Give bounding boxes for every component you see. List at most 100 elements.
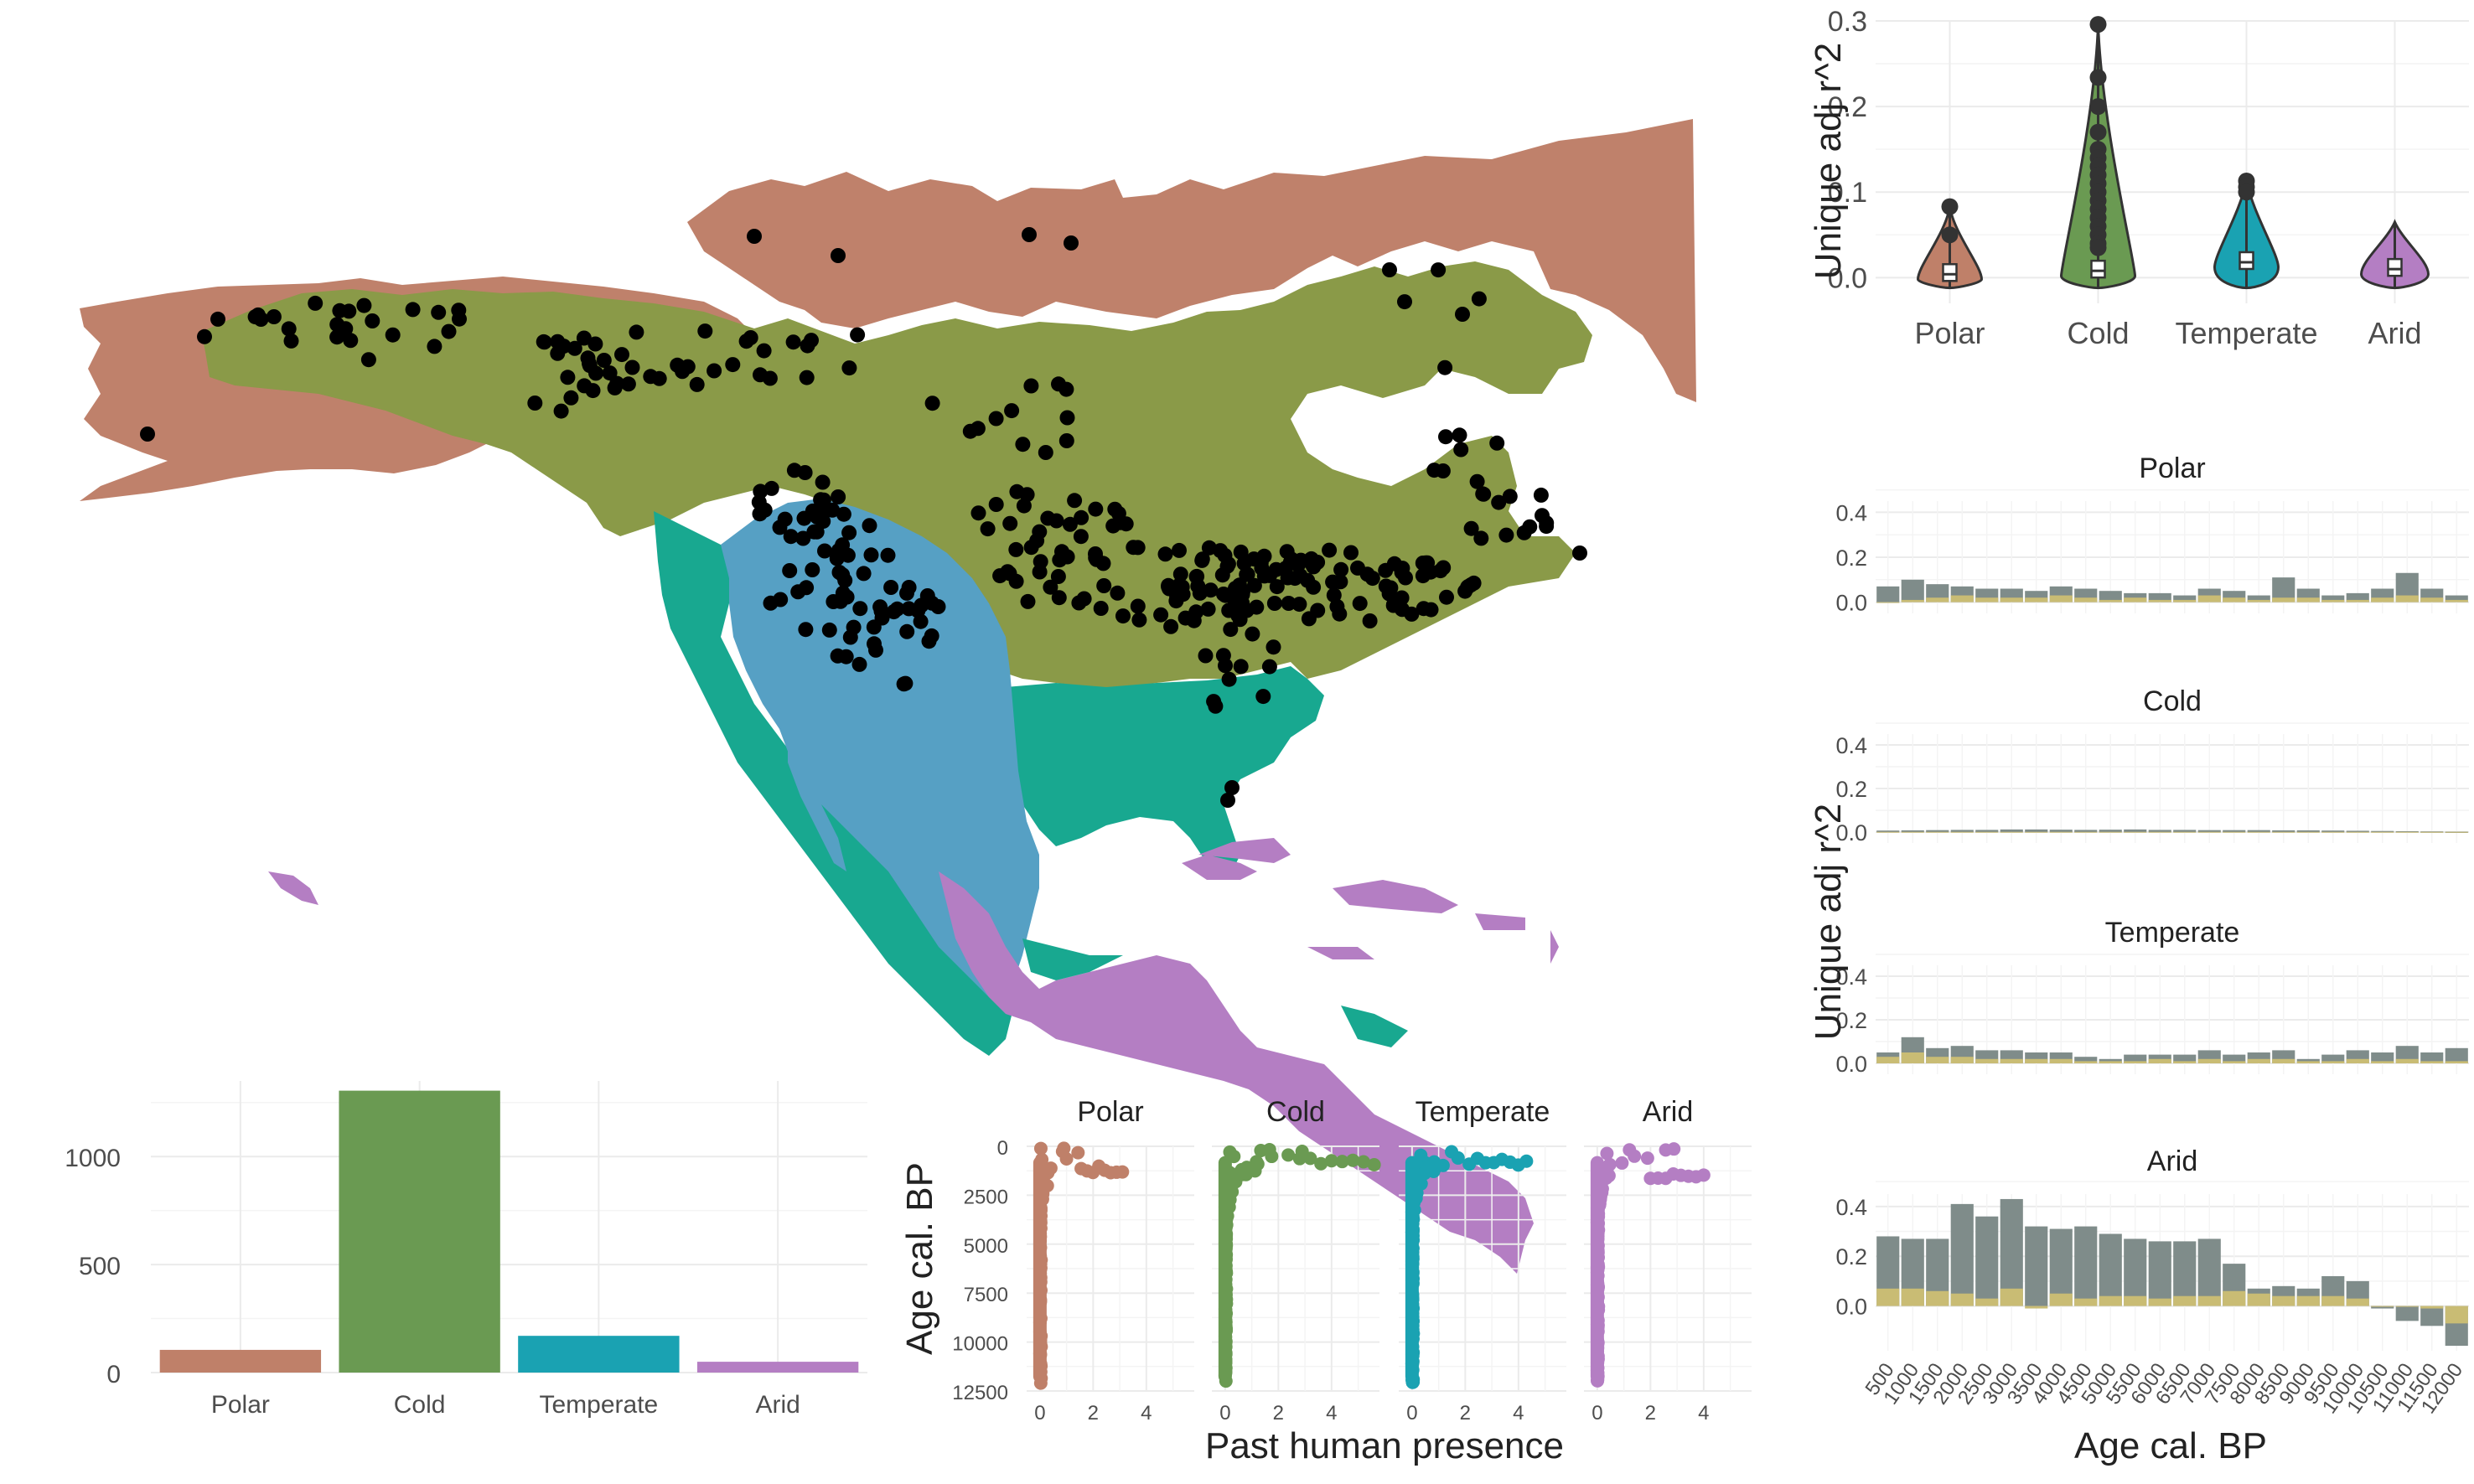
- map-site-point: [1498, 527, 1514, 543]
- violin-panel: 0.0 0.1 0.2 0.3 Polar Cold Temperate Arid Uniq…: [1808, 6, 2469, 350]
- age-bar-unique: [1901, 599, 1924, 602]
- map-site-point: [889, 601, 905, 617]
- map-site-point: [1282, 555, 1298, 571]
- map-site-point: [614, 347, 629, 363]
- age-bar-unique: [2173, 1295, 2197, 1306]
- map-site-point: [1220, 793, 1235, 808]
- map-site-point: [680, 359, 696, 375]
- age-bar-unique: [1926, 831, 1949, 833]
- age-bar-unique: [2371, 1306, 2394, 1307]
- age-bar-unique: [1876, 602, 1900, 603]
- age-facet-title: Polar: [2139, 452, 2205, 484]
- age-bar-unique: [2296, 1061, 2320, 1063]
- age-bar-total: [2173, 830, 2197, 832]
- map-site-point: [527, 396, 543, 411]
- scatter-point: [1265, 1150, 1279, 1164]
- map-site-point: [1172, 542, 1187, 558]
- violin-outlier: [2238, 184, 2255, 201]
- map-site-point: [587, 336, 603, 352]
- map-site-point: [1310, 602, 1326, 618]
- age-y-tick-label: 0.4: [1835, 500, 1867, 525]
- map-site-point: [924, 396, 940, 411]
- map-site-point: [1333, 561, 1349, 577]
- map-site-point: [281, 321, 297, 337]
- age-bar-unique: [1950, 595, 1974, 602]
- map-site-point: [197, 328, 212, 344]
- scatter-point: [1303, 1151, 1317, 1166]
- scatter-point-stack: [1033, 1156, 1047, 1383]
- scatter-point-stack: [1218, 1156, 1232, 1383]
- age-bar-unique: [2197, 1058, 2221, 1063]
- age-bar-unique: [2346, 599, 2369, 602]
- age-bar-unique: [2124, 1061, 2147, 1063]
- map-site-point: [451, 302, 467, 318]
- map-site-point: [832, 593, 848, 609]
- age-bar-unique: [2197, 831, 2221, 833]
- map-site-point: [1233, 544, 1249, 560]
- map-site-point: [1436, 560, 1452, 576]
- map-site-point: [1009, 483, 1025, 499]
- map-site-point: [1050, 569, 1066, 584]
- map-site-point: [624, 359, 640, 375]
- age-bar-total: [2124, 829, 2147, 832]
- age-bar-unique: [1876, 1288, 1900, 1306]
- map-site-point: [329, 329, 345, 345]
- map-site-points: [140, 227, 1587, 808]
- age-bar-total: [1975, 1216, 1999, 1306]
- map-site-point: [1215, 648, 1231, 664]
- map-site-point: [1254, 560, 1270, 576]
- map-site-point: [1291, 597, 1307, 613]
- age-bar-total: [1901, 579, 1924, 602]
- age-bar-unique: [2074, 1061, 2098, 1063]
- age-bar-total: [2124, 1238, 2147, 1306]
- age-bar-unique: [2173, 599, 2197, 602]
- scatter-x-tick-label: 4: [1698, 1402, 1709, 1425]
- violin-outlier: [1941, 198, 1959, 215]
- map-site-point: [697, 323, 713, 339]
- map-site-point: [815, 504, 831, 520]
- map-site-point: [821, 622, 837, 638]
- map-site-point: [365, 313, 380, 328]
- scatter-y-tick-label: 2500: [964, 1186, 1008, 1208]
- count-x-tick-label: Polar: [211, 1391, 270, 1419]
- age-bar-unique: [2124, 831, 2147, 833]
- map-site-point: [1177, 610, 1193, 626]
- map-site-point: [1491, 494, 1507, 510]
- map-site-point: [863, 547, 879, 563]
- scatter-facet-title: Arid: [1643, 1096, 1693, 1128]
- age-bar-unique: [1975, 831, 1999, 833]
- age-bar-unique: [2395, 1058, 2419, 1063]
- age-bar-total: [2321, 830, 2345, 832]
- age-bar-unique: [2420, 831, 2444, 833]
- age-bar-unique: [2099, 1295, 2122, 1306]
- age-bar-unique: [2296, 1295, 2320, 1306]
- map-site-point: [1040, 510, 1056, 526]
- age-bar-total: [1901, 830, 1924, 832]
- age-bar-unique: [2223, 597, 2246, 602]
- map-site-point: [266, 309, 282, 324]
- age-bar-unique: [1950, 831, 1974, 833]
- map-site-point: [1471, 291, 1487, 307]
- age-bar-unique: [2445, 1306, 2468, 1324]
- age-facet-title: Cold: [2143, 685, 2202, 717]
- age-bar-total: [2099, 591, 2122, 602]
- map-site-point: [1362, 613, 1378, 628]
- map-region-temperate: [654, 511, 1324, 1056]
- map-site-point: [1383, 580, 1399, 596]
- map-site-point: [862, 518, 877, 534]
- map-site-point: [1054, 544, 1069, 560]
- map-site-point: [308, 295, 323, 311]
- age-bar-total: [2148, 1241, 2171, 1306]
- map-site-point: [1002, 566, 1017, 582]
- age-x-axis-label: Age cal. BP: [2074, 1425, 2267, 1466]
- age-bar-unique: [2124, 597, 2147, 602]
- age-bar-unique: [2420, 597, 2444, 602]
- map-site-point: [1489, 435, 1505, 451]
- scatter-x-tick-label: 4: [1141, 1402, 1152, 1425]
- map-site-point: [1364, 571, 1380, 587]
- map-site-point: [988, 497, 1004, 512]
- age-bar-unique: [1950, 1293, 1974, 1306]
- scatter-point: [1335, 1155, 1349, 1169]
- scatter-point: [1314, 1156, 1328, 1171]
- age-bar-unique: [2247, 599, 2270, 602]
